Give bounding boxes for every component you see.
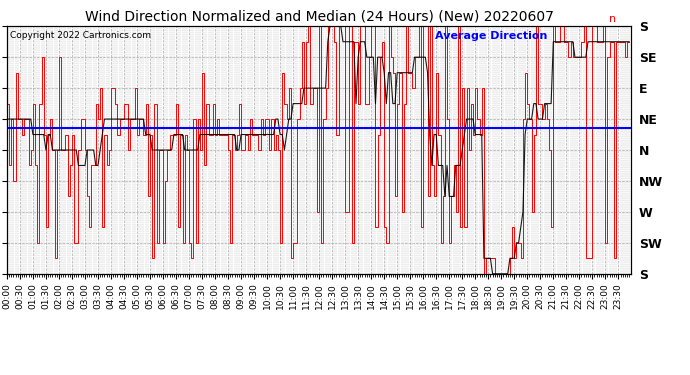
Title: Wind Direction Normalized and Median (24 Hours) (New) 20220607: Wind Direction Normalized and Median (24… (85, 10, 553, 24)
Text: Copyright 2022 Cartronics.com: Copyright 2022 Cartronics.com (10, 31, 151, 40)
Text: n: n (609, 14, 617, 24)
Text: Average Direction: Average Direction (435, 31, 547, 41)
